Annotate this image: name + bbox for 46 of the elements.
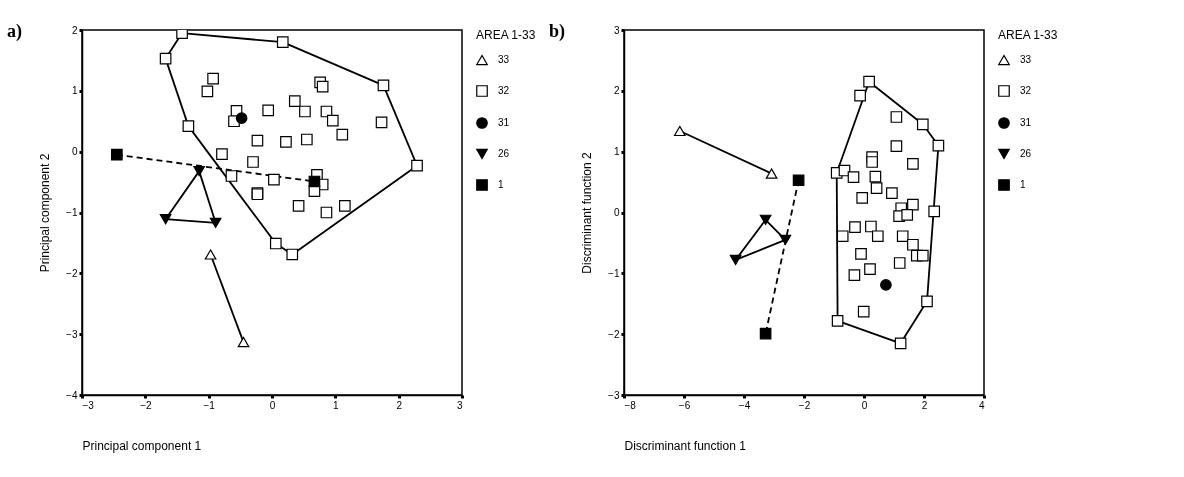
x-tick-label: −1	[203, 399, 216, 411]
x-tick-label: 0	[861, 399, 868, 411]
chart-title: b)	[549, 21, 566, 42]
legend-label: 33	[1020, 54, 1032, 65]
x-tick-label: −3	[82, 399, 95, 411]
y-tick-label: 3	[613, 24, 620, 36]
x-axis-title: Principal component 1	[82, 438, 202, 453]
y-tick-label: −4	[66, 389, 78, 401]
x-tick-label: −2	[798, 399, 811, 411]
y-tick-label: −2	[608, 328, 620, 340]
x-tick-label: 4	[978, 399, 985, 411]
x-tick-label: 2	[396, 399, 403, 411]
x-tick-label: −8	[624, 399, 637, 411]
x-tick-label: 3	[456, 399, 463, 411]
legend-label: 31	[1020, 117, 1032, 128]
y-axis-title: Principal component 2	[38, 153, 53, 273]
y-tick-label: −1	[66, 207, 78, 218]
x-tick-label: −6	[678, 399, 691, 411]
y-tick-label: 1	[613, 146, 620, 158]
x-tick-label: −4	[738, 399, 751, 411]
x-axis-title: Discriminant function 1	[624, 438, 747, 453]
y-tick-label: −1	[608, 267, 620, 279]
y-tick-label: 2	[613, 85, 620, 97]
x-tick-label: 1	[333, 399, 340, 411]
legend-title: AREA 1-33	[476, 28, 536, 42]
y-tick-label: 2	[71, 24, 78, 36]
legend-label: 31	[498, 117, 510, 128]
y-tick-label: 0	[613, 207, 620, 218]
x-tick-label: 0	[269, 399, 276, 411]
y-tick-label: 1	[71, 85, 78, 97]
legend-label: 1	[498, 179, 504, 190]
legend-label: 32	[498, 85, 510, 96]
x-tick-label: −2	[140, 399, 152, 411]
y-tick-label: −3	[66, 328, 78, 340]
y-tick-label: −2	[66, 267, 78, 279]
chart-title: a)	[7, 21, 22, 42]
legend-label: 32	[1020, 85, 1032, 96]
legend-label: 26	[498, 148, 510, 159]
legend-title: AREA 1-33	[998, 28, 1058, 42]
y-axis-title: Discriminant function 2	[580, 151, 595, 274]
legend-label: 33	[498, 54, 510, 65]
x-tick-label: 2	[921, 399, 928, 411]
y-tick-label: 0	[71, 146, 78, 158]
legend-label: 1	[1020, 179, 1026, 190]
y-tick-label: −3	[608, 389, 620, 401]
legend-label: 26	[1020, 148, 1032, 159]
